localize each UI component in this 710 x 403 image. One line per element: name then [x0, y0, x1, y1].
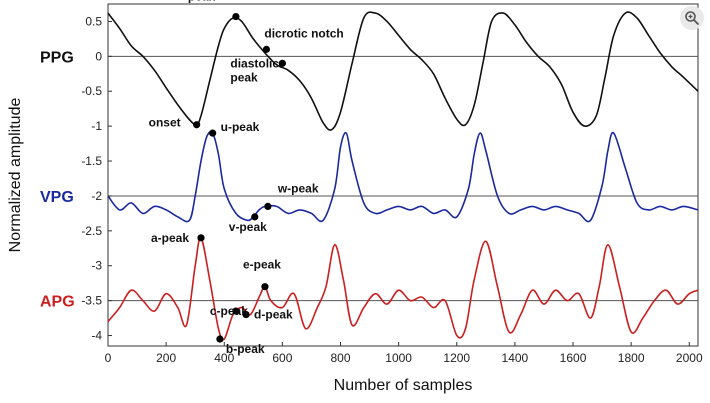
y-tick-label: -3 — [91, 259, 102, 273]
annotation-label: v-peak — [229, 220, 267, 234]
y-tick-label: -4 — [91, 329, 102, 343]
annotation-label: u-peak — [221, 120, 260, 134]
x-tick-label: 2000 — [676, 351, 703, 365]
x-tick-label: 1200 — [443, 351, 470, 365]
annotation-marker — [232, 307, 240, 315]
series-label-apg: APG — [40, 294, 75, 311]
series-label-ppg: PPG — [40, 49, 74, 66]
annotation-marker — [262, 45, 270, 53]
y-tick-label: -1.5 — [81, 154, 102, 168]
y-axis-label: Normalized amplitude — [7, 98, 24, 253]
y-tick-label: -0.5 — [81, 84, 102, 98]
y-tick-label: -2 — [91, 189, 102, 203]
plot-area — [107, 3, 699, 347]
annotation-marker — [197, 234, 205, 242]
annotation-marker — [216, 335, 224, 343]
annotation-marker — [209, 129, 217, 137]
annotation-markers — [193, 12, 286, 343]
y-tick-label: 0.5 — [85, 14, 102, 28]
annotation-marker — [278, 59, 286, 67]
zoom-in-icon — [685, 11, 699, 25]
x-tick-label: 1600 — [560, 351, 587, 365]
y-tick-label: -3.5 — [81, 294, 102, 308]
x-tick-label: 200 — [156, 351, 176, 365]
x-tick-label: 1800 — [618, 351, 645, 365]
y-tick-label: 0 — [95, 49, 102, 63]
y-axis: 0.5 0 -0.5 -1 -1.5 -2 -2.5 -3 -3.5 -4 — [81, 14, 112, 343]
x-tick-label: 1000 — [385, 351, 412, 365]
x-axis-label: Number of samples — [334, 377, 473, 394]
annotation-marker — [232, 12, 240, 21]
annotation-label: d-peak — [254, 308, 293, 322]
y-tick-label: -2.5 — [81, 224, 102, 238]
annotation-label: e-peak — [243, 258, 281, 272]
x-tick-label: 0 — [105, 351, 112, 365]
x-tick-label: 600 — [272, 351, 292, 365]
series-labels: PPG VPG APG — [40, 49, 75, 310]
annotation-marker — [264, 202, 272, 211]
annotation-label: w-peak — [277, 181, 319, 195]
annotation-label: c-peak — [210, 304, 248, 318]
annotation-marker — [261, 283, 269, 291]
annotation-label: diastolic peak — [230, 56, 279, 84]
x-axis: 0 200 400 600 800 1000 1200 1400 1600 1800 2000 — [105, 342, 703, 365]
annotation-label: onset — [149, 116, 181, 130]
annotation-label: systolicpeak — [188, 0, 233, 4]
x-tick-label: 1400 — [502, 351, 529, 365]
series-label-vpg: VPG — [40, 189, 74, 206]
annotation-marker — [251, 213, 259, 221]
annotation-label: dicrotic notch — [264, 26, 343, 40]
series-line-apg — [107, 236, 699, 341]
series-line-vpg — [107, 130, 699, 223]
y-tick-label: -1 — [91, 119, 102, 133]
annotation-marker — [193, 121, 201, 129]
annotation-label: a-peak — [151, 231, 189, 245]
plot-frame — [107, 3, 699, 347]
annotation-marker — [242, 310, 250, 319]
x-tick-label: 400 — [214, 351, 234, 365]
annotation-label: b-peak — [226, 342, 265, 356]
series-line-ppg — [107, 11, 699, 131]
series-layer — [107, 11, 699, 341]
zoom-in-button[interactable] — [680, 6, 704, 30]
x-tick-label: 800 — [330, 351, 350, 365]
